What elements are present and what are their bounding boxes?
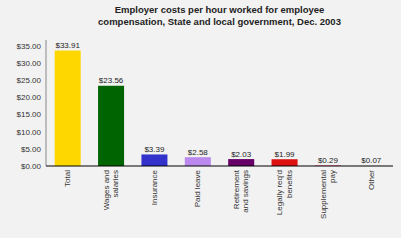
- y-tick-label: $35.00: [17, 42, 42, 51]
- y-axis-line: [46, 40, 47, 166]
- title-line: Employer costs per hour worked for emplo…: [115, 4, 325, 15]
- x-tick-label-line: pay: [328, 170, 337, 183]
- x-tick-label: Supplementalpay: [319, 170, 338, 219]
- y-tick-label: $15.00: [17, 110, 42, 119]
- x-tick-label-line: and savings: [241, 170, 250, 213]
- x-tick-label-line: Total: [63, 170, 72, 187]
- data-labels: $33.91 $23.56 $3.39 $2.58 $2.03 $1.99 $0.29 $0.…: [55, 41, 381, 165]
- x-tick-label: Wages andsalaries: [102, 170, 121, 210]
- x-tick-label: Other: [367, 170, 376, 190]
- chart-container: Employer costs per hour worked for emplo…: [0, 0, 401, 238]
- x-tick-label-line: salaries: [111, 170, 120, 198]
- bar: [228, 159, 254, 166]
- data-label: $23.56: [99, 76, 124, 85]
- chart: Employer costs per hour worked for emplo…: [0, 0, 401, 238]
- x-tick-label: Retirementand savings: [232, 169, 251, 212]
- y-axis: $0.00 $5.00 $10.00 $15.00 $20.00 $25.00 $30.00…: [17, 40, 46, 171]
- x-tick-label: Paid leave: [193, 169, 202, 207]
- x-tick-label-line: Wages and: [102, 170, 111, 210]
- y-tick-label: $25.00: [17, 76, 42, 85]
- baseline: [46, 166, 393, 167]
- x-axis: Total Wages andsalaries Insurance Paid leav…: [63, 169, 376, 219]
- bar: [55, 51, 81, 166]
- data-label: $2.58: [188, 148, 209, 157]
- bars: [55, 51, 385, 166]
- bar: [185, 157, 211, 166]
- bar: [141, 154, 167, 166]
- data-label: $3.39: [144, 145, 165, 154]
- x-tick-label-line: Legally req'd: [275, 170, 284, 215]
- title: Employer costs per hour worked for emplo…: [98, 4, 341, 27]
- x-tick-label: Insurance: [150, 169, 159, 205]
- x-tick-label-line: Retirement: [232, 169, 241, 209]
- data-label: $2.03: [231, 150, 252, 159]
- y-tick-label: $0.00: [21, 162, 42, 171]
- page: {"chart_data": {"type": "bar", "title": …: [0, 0, 401, 238]
- data-label: $0.07: [361, 156, 382, 165]
- bar: [98, 86, 124, 166]
- y-tick-label: $30.00: [17, 59, 42, 68]
- y-tick-label: $10.00: [17, 128, 42, 137]
- data-label: $33.91: [55, 41, 80, 50]
- title-line: compensation, State and local government…: [98, 16, 341, 27]
- x-tick-label: Total: [63, 170, 72, 187]
- bar: [272, 159, 298, 166]
- x-tick-label-line: Other: [367, 170, 376, 190]
- x-tick-label-line: benefits: [285, 170, 294, 198]
- x-tick-label-line: Insurance: [150, 169, 159, 205]
- y-tick-label: $20.00: [17, 93, 42, 102]
- x-tick-label: Legally req'dbenefits: [275, 170, 294, 215]
- x-tick-label-line: Paid leave: [193, 169, 202, 207]
- x-tick-label-line: Supplemental: [319, 170, 328, 219]
- data-label: $0.29: [318, 156, 339, 165]
- y-tick-label: $5.00: [21, 145, 42, 154]
- data-label: $1.99: [275, 150, 296, 159]
